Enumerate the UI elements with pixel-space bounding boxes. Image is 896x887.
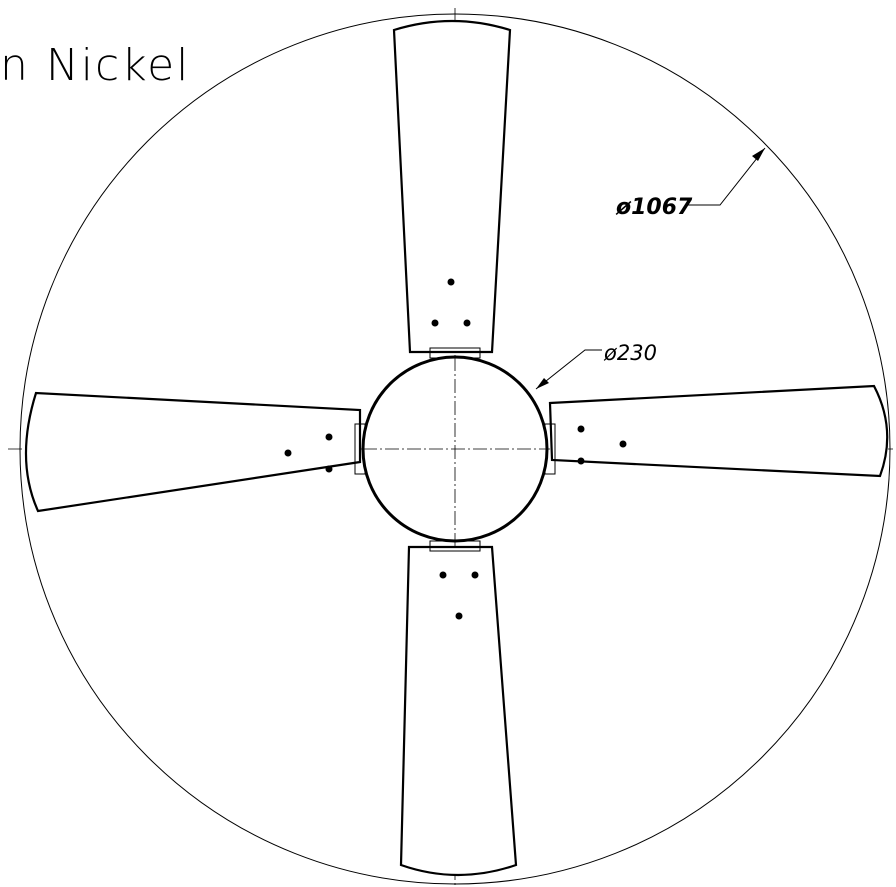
hole	[325, 433, 333, 441]
hole	[619, 440, 627, 448]
finish-label: n Nickel	[0, 40, 190, 91]
blade-right	[548, 384, 889, 478]
hole	[431, 319, 439, 327]
hole	[463, 319, 471, 327]
hole	[577, 425, 585, 433]
hole	[325, 465, 333, 473]
blade-top	[392, 19, 512, 354]
hole	[284, 449, 292, 457]
arrow-hub	[536, 378, 549, 389]
hole	[577, 457, 585, 465]
blade-bottom	[399, 545, 518, 877]
hole	[439, 571, 447, 579]
hole	[447, 278, 455, 286]
leader-outer	[688, 147, 766, 206]
screw-holes	[284, 278, 627, 620]
hole	[471, 571, 479, 579]
hole	[455, 612, 463, 620]
hub-diameter-label: ø230	[603, 341, 657, 365]
blade-left	[24, 391, 362, 513]
arrow-outer	[752, 148, 765, 161]
outer-diameter-label: ø1067	[615, 195, 693, 220]
leader-hub	[535, 349, 602, 390]
